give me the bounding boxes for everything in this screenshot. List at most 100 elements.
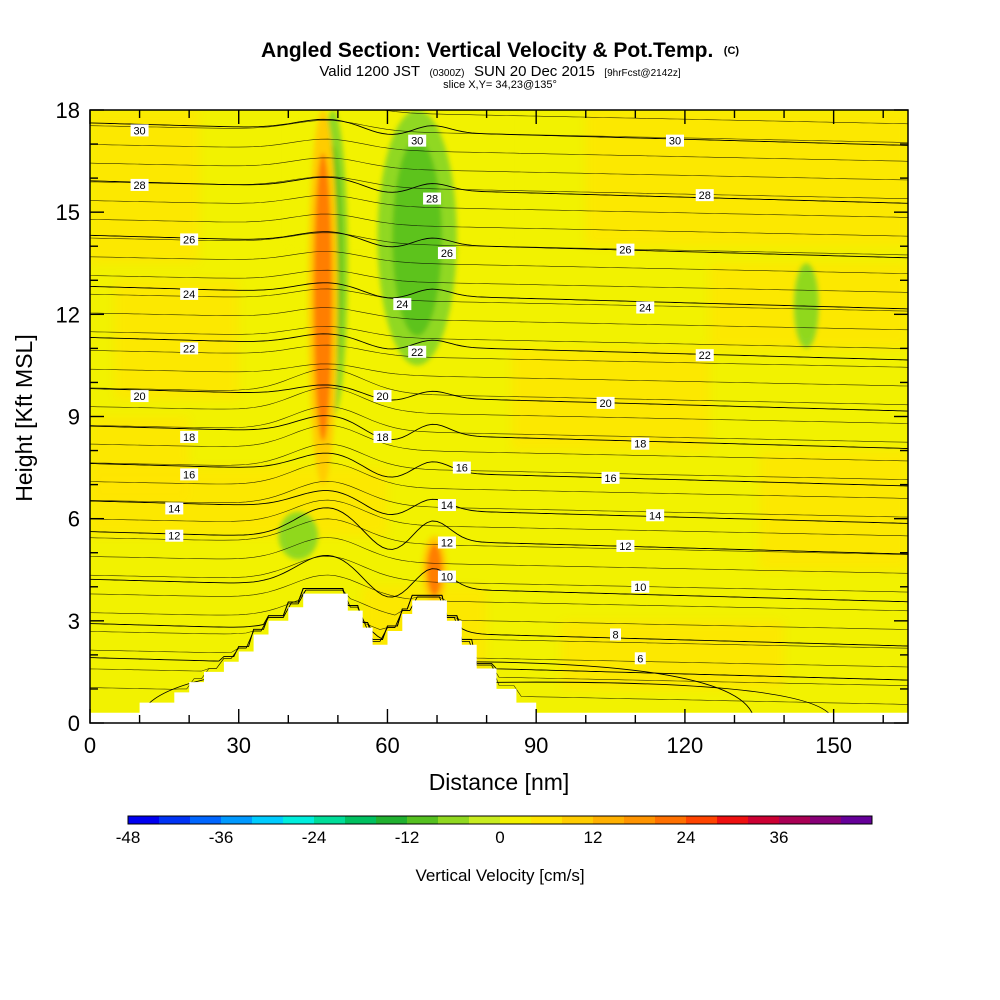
contour-label-bg [130,124,149,137]
contour-label: 16 [452,461,471,475]
colorbar-swatch [190,816,222,824]
contour-label: 8 [610,628,622,641]
contour-label-text: 14 [168,503,180,515]
contour-label-text: 30 [133,125,145,137]
contour-label-bg [610,628,622,641]
y-tick-label: 15 [56,200,80,225]
updraft-core [426,543,443,596]
colorbar-swatch [159,816,191,824]
contour-label: 26 [180,233,199,246]
colorbar-swatch [655,816,687,824]
x-tick-label: 150 [815,733,852,758]
contour-label-bg [180,468,199,481]
colorbar-swatch [841,816,873,824]
theta-contour-10 [90,555,908,603]
contour-label-text: 26 [183,234,195,246]
contour-label-bg [180,430,199,443]
contour-label-text: 22 [183,343,195,355]
velocity-field [90,110,908,689]
contour-label-text: 20 [376,391,388,403]
colorbar-tick-label: 24 [677,828,696,847]
colorbar-swatch [562,816,594,824]
velocity-cell [759,450,908,570]
theta-contour-minor [90,555,908,593]
contour-label-text: 28 [133,180,145,192]
colorbar-swatch [128,816,160,824]
colorbar-tick-label: -36 [209,828,234,847]
contour-label: 12 [165,529,184,543]
contour-label: 28 [695,189,714,202]
contour-label: 16 [180,468,199,481]
contour-label-text: 22 [699,350,711,362]
contour-label: 26 [616,243,635,257]
colorbar-swatch [407,816,439,824]
contour-label-text: 24 [396,299,408,311]
valid-time-prefix: Valid 1200 JST [319,63,420,80]
contour-label-text: 8 [612,629,618,641]
header: Angled Section: Vertical Velocity & Pot.… [261,39,739,91]
contour-label-bg [130,390,149,403]
theta-contour-minor [381,110,908,125]
contour-label: 18 [180,430,199,444]
contour-label: 14 [646,509,665,522]
colorbar-swatch [717,816,749,824]
theta-contour-minor [90,326,908,349]
colorbar-swatch [252,816,284,824]
terrain [90,593,908,723]
theta-contour-minor [90,574,908,612]
contour-label: 14 [437,499,456,512]
contour-label-bg [165,502,184,515]
contour-label-text: 24 [183,289,195,301]
x-tick-label: 60 [375,733,399,758]
contour-label: 28 [130,178,149,192]
colorbar-swatch [221,816,253,824]
contour-label-text: 18 [183,432,195,444]
theta-contour-minor [90,368,908,406]
contour-label-bg [695,189,714,202]
colorbar-swatch [593,816,625,824]
y-tick-label: 3 [68,609,80,634]
contour-label: 22 [408,345,427,359]
theta-contour-minor [90,406,908,443]
valid-time-utc: (0300Z) [429,68,464,79]
colorbar-frame [127,815,873,825]
theta-contour-minor [90,138,908,162]
contour-label-bg [631,580,650,593]
colorbar-swatch [376,816,408,824]
theta-contour-minor [90,363,908,387]
colorbar-tick-label: 36 [770,828,789,847]
contour-label-bg [423,192,442,205]
contour-label: 10 [437,570,456,584]
colorbar-swatch [314,816,346,824]
contour-label: 16 [601,471,620,485]
contour-label-text: 12 [619,541,631,553]
plot-area: 30 30 30 28 28 28 26 26 26 24 24 24 22 22 22 20 20 20 18 18… [90,110,908,723]
theta-contour-minor [90,462,908,499]
contour-label-text: 12 [168,531,180,543]
theta-contour-minor [90,288,908,312]
contour-label-bg [408,345,427,358]
theta-contour-minor [90,232,908,256]
contour-label-bg [165,529,184,542]
y-tick-label: 12 [56,302,80,327]
theta-contour-minor [90,443,908,480]
colorbar-tick-label: -24 [302,828,327,847]
contour-label-bg [437,247,456,260]
contour-label: 28 [423,192,442,206]
contour-label-bg [437,536,456,549]
x-tick-label: 120 [667,733,704,758]
contour-label-bg [180,233,199,246]
y-tick-label: 6 [68,507,80,532]
velocity-cell [585,110,908,247]
contour-label: 10 [631,580,650,594]
contour-label-text: 30 [669,136,681,148]
colorbar-swatch [748,816,780,824]
contour-label: 20 [130,390,149,403]
theta-contour-20 [90,384,908,412]
colorbar-swatch [438,816,470,824]
contour-label-bg [130,178,149,191]
contour-label-bg [437,499,456,512]
colorbar-swatch [810,816,842,824]
contour-label: 24 [636,301,655,315]
x-tick-label: 30 [226,733,250,758]
